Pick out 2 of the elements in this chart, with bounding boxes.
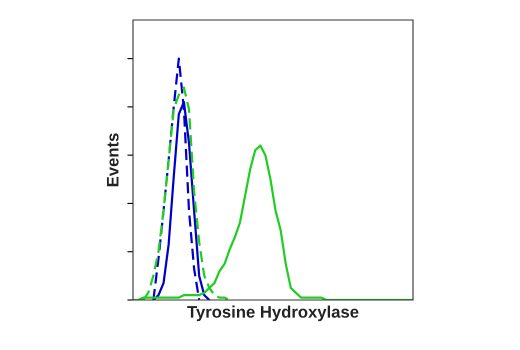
y-axis-title: Events — [106, 133, 119, 186]
x-axis-title: Tyrosine Hydroxylase — [187, 306, 358, 322]
